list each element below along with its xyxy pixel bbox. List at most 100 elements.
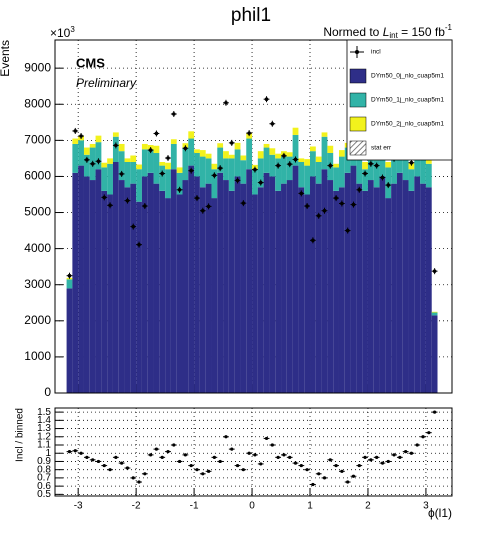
legend-label: stat err: [371, 145, 392, 152]
data-point: [72, 127, 79, 134]
bar-segment: [240, 183, 247, 393]
marker-part: [299, 191, 304, 196]
y-tick-label: 0.6: [37, 481, 51, 492]
bar-segment: [402, 154, 409, 181]
ratio-point: [96, 459, 101, 464]
bar-segment: [391, 158, 397, 184]
bar-segment: [176, 172, 183, 195]
y-tick-label: 0.7: [37, 473, 51, 484]
bar-segment: [112, 161, 119, 393]
data-point: [315, 212, 322, 219]
y-tick-label: 2000: [24, 313, 51, 327]
marker-part: [340, 201, 344, 206]
marker-part: [90, 162, 95, 166]
bar-segment: [315, 183, 322, 393]
marker-part: [432, 269, 437, 273]
bar-segment: [234, 176, 241, 393]
marker-part: [247, 131, 251, 135]
ratio-point: [120, 461, 124, 465]
bar-segment: [310, 146, 316, 152]
marker-part: [119, 172, 124, 176]
marker-part: [67, 273, 72, 278]
ratio-point: [409, 451, 414, 455]
y-tick-label: 0.8: [37, 464, 51, 475]
bar-segment: [263, 143, 270, 148]
legend-marker: [355, 50, 359, 54]
bar-segment: [188, 165, 195, 393]
bar-segment: [286, 152, 293, 157]
bar-segment: [252, 169, 258, 195]
marker-part: [218, 166, 222, 170]
data-point: [338, 200, 345, 207]
data-point: [165, 155, 171, 162]
lumi-prefix: Normed to: [323, 25, 382, 39]
bar-segment: [101, 162, 108, 168]
bar-segment: [165, 162, 171, 170]
bar-segment: [246, 138, 253, 170]
x-tick-label: 3: [423, 501, 429, 512]
marker-part: [96, 159, 101, 164]
marker-part: [206, 204, 211, 209]
marker-part: [316, 213, 321, 218]
bar-segment: [170, 139, 177, 144]
bar-segment: [130, 155, 137, 162]
bar-segment: [298, 161, 305, 188]
marker-part: [270, 121, 275, 126]
data-point: [367, 160, 374, 167]
ratio-point: [398, 455, 402, 459]
y-tick-label: 1: [45, 448, 51, 459]
bar-segment: [188, 131, 195, 139]
ratio-point: [253, 453, 257, 457]
bar-segment: [350, 165, 357, 393]
y-tick-label: 0.5: [37, 489, 51, 500]
bar-segment: [281, 183, 287, 393]
bar-segment: [112, 136, 119, 162]
bar-segment: [298, 187, 305, 393]
bar-segment: [66, 279, 73, 289]
ratio-point: [178, 459, 182, 464]
data-point: [234, 177, 241, 184]
bar-segment: [402, 180, 409, 393]
marker-part: [200, 208, 205, 213]
marker-part: [328, 163, 333, 168]
legend-swatch: [349, 68, 367, 84]
data-point: [373, 162, 380, 169]
bar-segment: [141, 149, 148, 177]
bar-segment: [130, 161, 137, 184]
marker-part: [114, 143, 118, 148]
bar-segment: [298, 158, 305, 162]
data-point: [362, 170, 368, 177]
data-point: [194, 195, 200, 202]
ratio-point: [218, 459, 222, 464]
y-tick-label: 1.1: [37, 440, 51, 451]
bar-segment: [321, 132, 328, 137]
ratio-point: [247, 451, 251, 455]
bar-segment: [130, 183, 137, 393]
bar-segment: [240, 160, 247, 184]
data-point: [252, 166, 258, 173]
bar-segment: [217, 172, 224, 393]
bar-segment: [159, 190, 166, 393]
lumi-sup: -1: [445, 23, 453, 32]
lumi-symbol: L: [383, 25, 390, 39]
data-point: [83, 156, 90, 163]
ratio-point: [311, 482, 315, 487]
y-tick-label: 1000: [24, 349, 51, 363]
ratio-point: [322, 476, 327, 480]
ratio-point: [317, 472, 321, 476]
marker-part: [73, 129, 78, 133]
data-point: [344, 227, 351, 234]
bar-segment: [338, 187, 345, 393]
ratio-point: [230, 447, 234, 451]
bar-segment: [194, 176, 200, 393]
bar-segment: [194, 149, 200, 153]
marker-part: [282, 154, 286, 158]
bar-segment: [228, 190, 235, 393]
ratio-point: [433, 410, 437, 414]
bar-segment: [107, 158, 113, 164]
bar-segment: [431, 315, 438, 393]
data-point: [281, 152, 287, 159]
data-point: [304, 203, 311, 210]
chart-title: phil1: [231, 5, 271, 26]
marker-part: [148, 148, 153, 152]
